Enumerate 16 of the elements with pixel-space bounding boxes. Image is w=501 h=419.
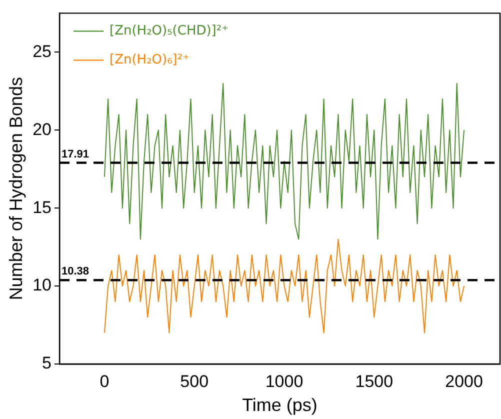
legend-label: [Zn(H₂O)₅(CHD)]²⁺ <box>110 24 228 39</box>
ref-line-label: 10.38 <box>62 266 90 278</box>
x-tick-label: 1500 <box>355 372 394 391</box>
y-tick-label: 10 <box>32 276 52 295</box>
x-tick-label: 1000 <box>265 372 304 391</box>
x-tick-label: 2000 <box>445 372 483 391</box>
x-tick-label: 0 <box>100 372 110 391</box>
y-axis-title: Number of Hydrogen Bonds <box>6 77 26 300</box>
y-tick-label: 20 <box>32 120 52 139</box>
y-tick-label: 25 <box>32 42 52 61</box>
y-tick-label: 5 <box>42 354 52 373</box>
ref-line-label: 17.91 <box>62 148 90 160</box>
legend-label: [Zn(H₂O)₆]²⁺ <box>110 52 190 68</box>
x-tick-label: 500 <box>180 372 209 391</box>
y-tick-label: 15 <box>32 198 52 217</box>
x-axis-title: Time (ps) <box>242 395 318 416</box>
